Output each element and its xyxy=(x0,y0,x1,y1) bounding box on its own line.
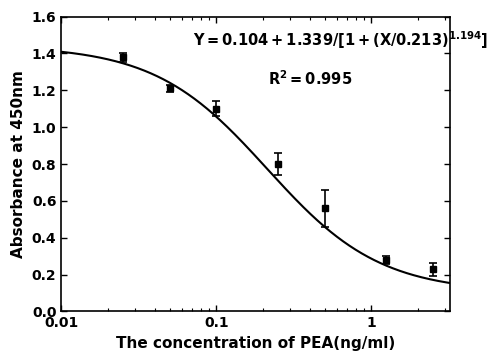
Text: $\mathbf{Y=0.104+1.339/[1+(X/0.213)^{1.194}]}$: $\mathbf{Y=0.104+1.339/[1+(X/0.213)^{1.1… xyxy=(194,29,488,51)
Y-axis label: Absorbance at 450nm: Absorbance at 450nm xyxy=(11,70,26,258)
Text: $\mathbf{R^2=0.995}$: $\mathbf{R^2=0.995}$ xyxy=(268,69,352,88)
X-axis label: The concentration of PEA(ng/ml): The concentration of PEA(ng/ml) xyxy=(116,336,395,351)
